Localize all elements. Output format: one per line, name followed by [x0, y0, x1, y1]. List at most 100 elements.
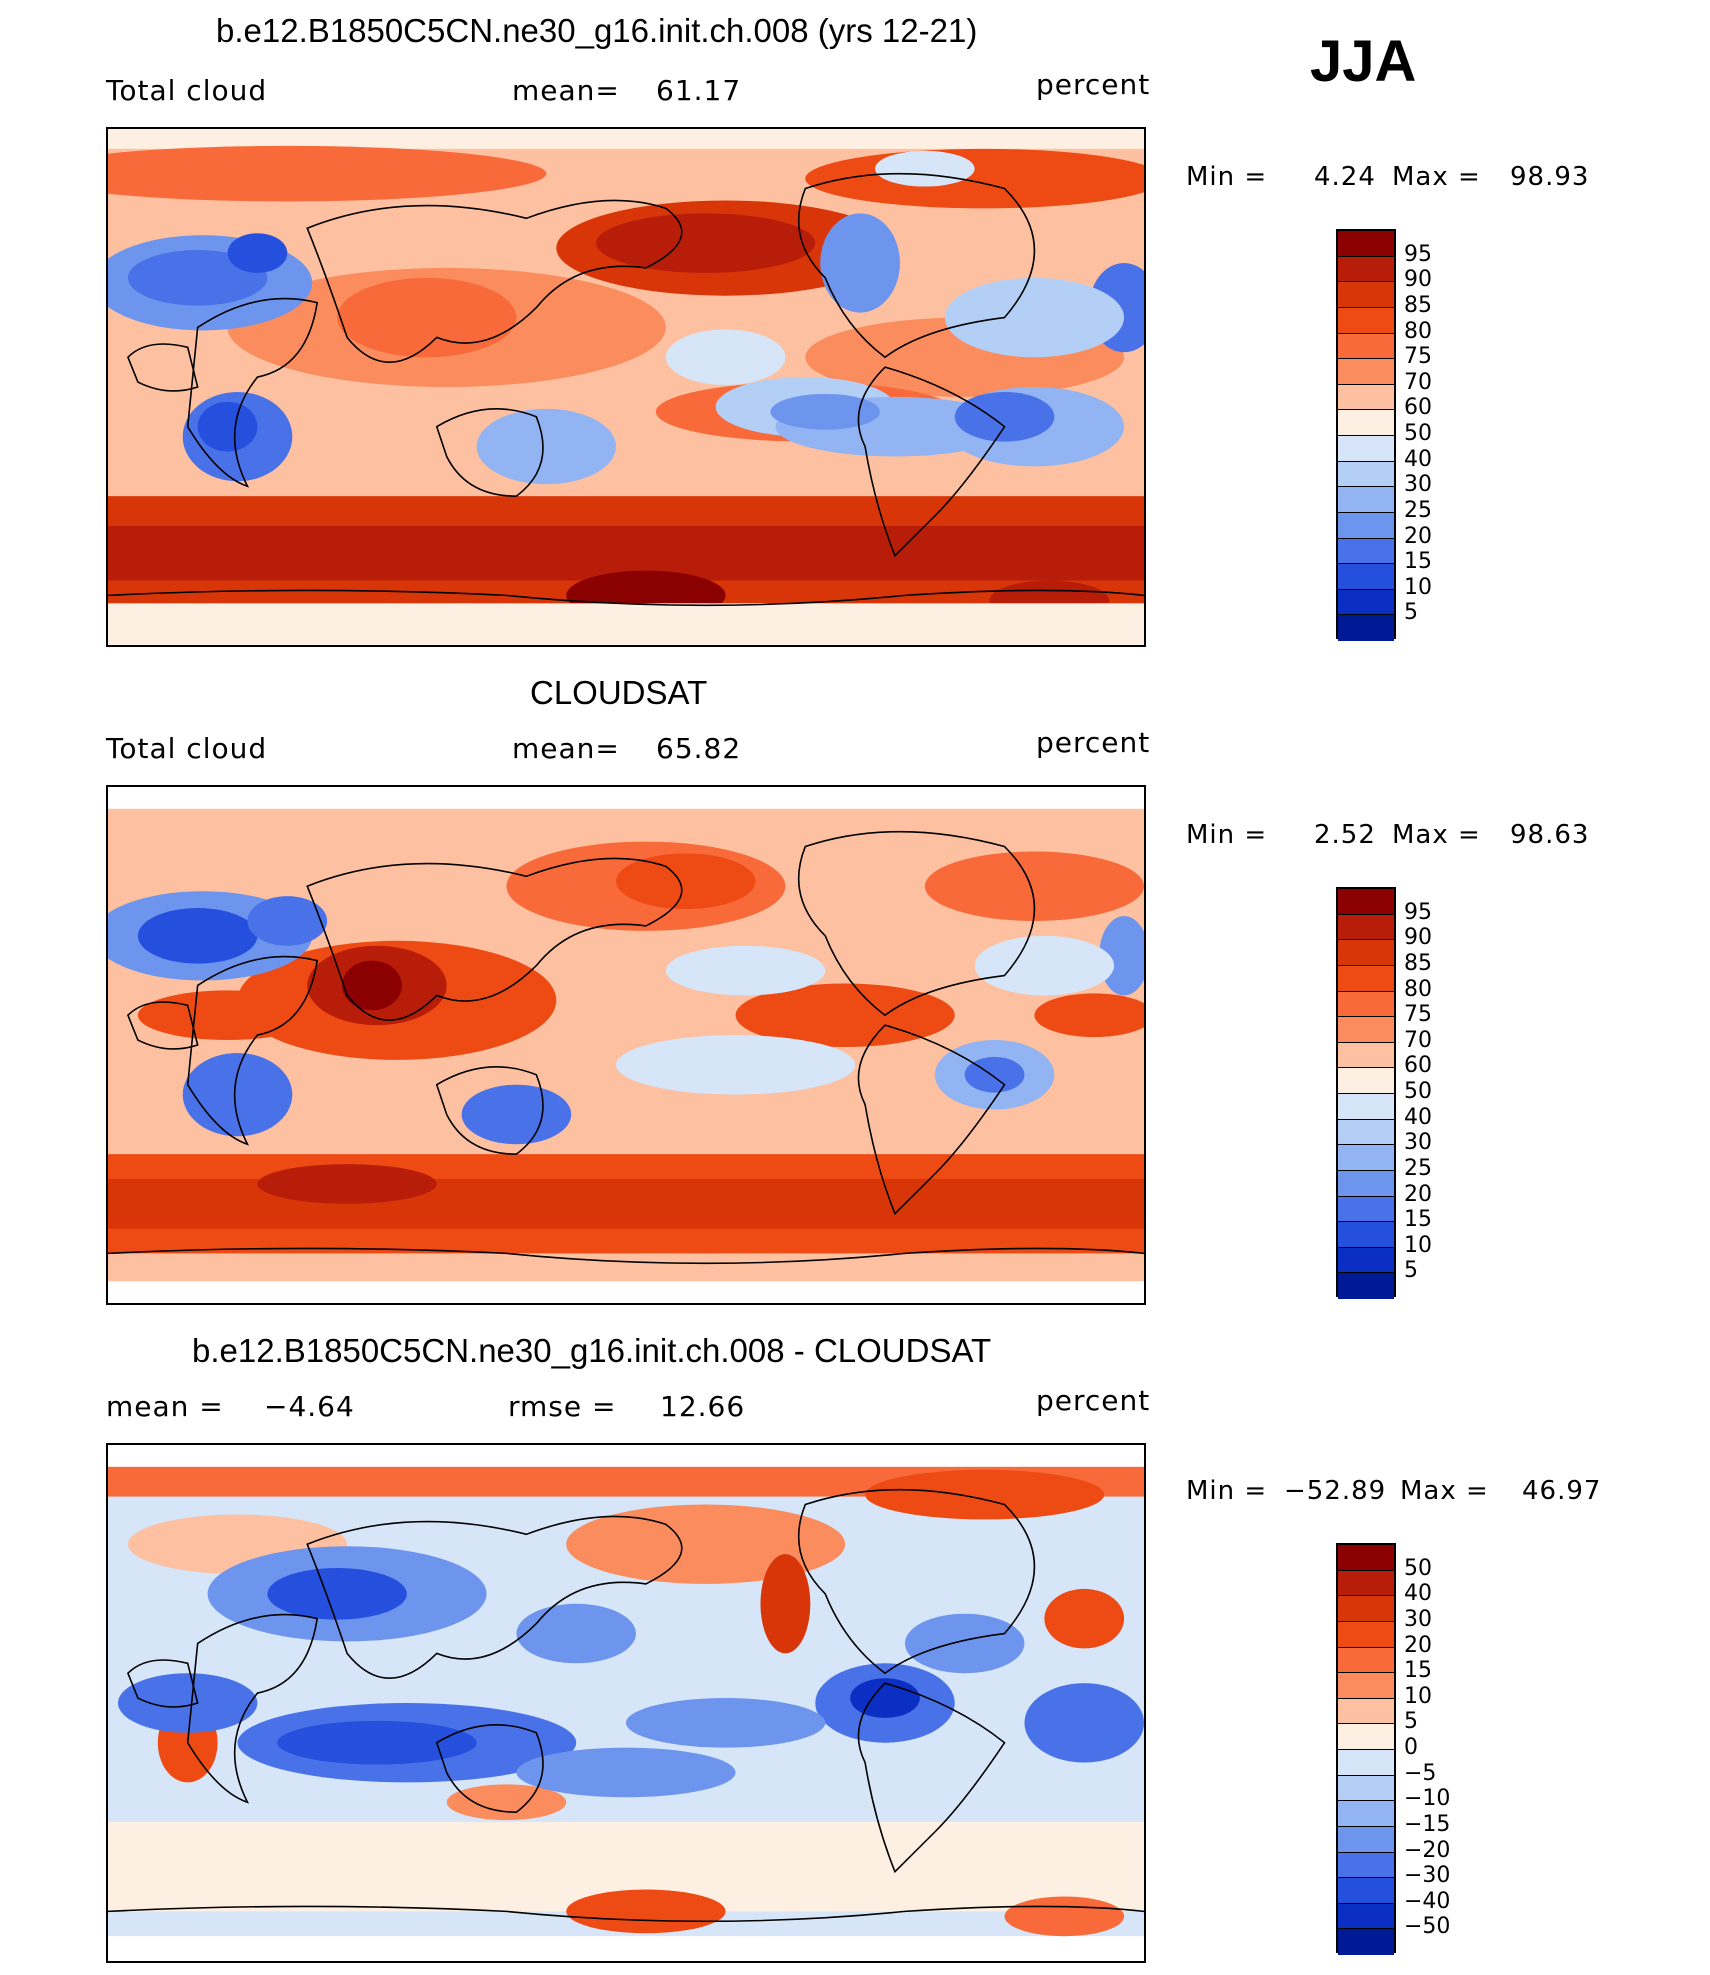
- panel-3-units: percent: [1036, 1384, 1151, 1417]
- colorbar-tick-label: 60: [1404, 1053, 1432, 1079]
- colorbar-swatch: [1338, 589, 1394, 616]
- colorbar-swatch: [1338, 1878, 1394, 1904]
- panel-2-colorbar: [1336, 887, 1396, 1299]
- colorbar-swatch: [1338, 359, 1394, 385]
- colorbar-tick-label: 75: [1404, 1002, 1432, 1028]
- colorbar-tick-label: 10: [1404, 1683, 1432, 1709]
- colorbar-swatch: [1338, 1698, 1394, 1725]
- colorbar-tick-label: 5: [1404, 1709, 1418, 1735]
- colorbar-swatch: [1338, 991, 1394, 1018]
- colorbar-tick-label: 5: [1404, 1258, 1418, 1284]
- colorbar-tick-label: 30: [1404, 472, 1432, 498]
- colorbar-tick-label: 75: [1404, 344, 1432, 370]
- panel-3-map-field: [108, 1445, 1144, 1961]
- panel-2-min-value: 2.52: [1314, 820, 1376, 850]
- panel-1-mean-label: mean=: [512, 74, 620, 107]
- panel-3-max-label: Max =: [1400, 1476, 1489, 1506]
- colorbar-swatch: [1338, 512, 1394, 539]
- colorbar-swatch: [1338, 1273, 1394, 1299]
- colorbar-swatch: [1338, 1750, 1394, 1776]
- colorbar-swatch: [1338, 282, 1394, 308]
- panel-1-min-label: Min =: [1186, 162, 1268, 192]
- colorbar-swatch: [1338, 410, 1394, 436]
- panel-3-colorbar: [1336, 1543, 1396, 1955]
- panel-2-map: [106, 785, 1146, 1305]
- colorbar-swatch: [1338, 1673, 1394, 1699]
- colorbar-tick-label: −50: [1404, 1914, 1451, 1940]
- colorbar-swatch: [1338, 256, 1394, 283]
- panel-1-max-value: 98.93: [1510, 162, 1590, 192]
- colorbar-swatch: [1338, 231, 1394, 257]
- colorbar-tick-label: 10: [1404, 1232, 1432, 1258]
- colorbar-swatch: [1338, 1042, 1394, 1069]
- colorbar-tick-label: 10: [1404, 574, 1432, 600]
- colorbar-tick-label: −5: [1404, 1760, 1437, 1786]
- panel-2-title: CLOUDSAT: [530, 674, 708, 711]
- panel-1-mean-value: 61.17: [656, 74, 742, 107]
- colorbar-swatch: [1338, 538, 1394, 565]
- panel-2-variable-label: Total cloud: [106, 732, 268, 765]
- colorbar-tick-label: 80: [1404, 976, 1432, 1002]
- colorbar-tick-label: 40: [1404, 1104, 1432, 1130]
- colorbar-swatch: [1338, 1196, 1394, 1223]
- colorbar-swatch: [1338, 1596, 1394, 1622]
- colorbar-swatch: [1338, 1222, 1394, 1248]
- colorbar-tick-label: 15: [1404, 1658, 1432, 1684]
- panel-3-rmse-label: rmse =: [508, 1390, 617, 1423]
- colorbar-tick-label: −10: [1404, 1786, 1451, 1812]
- colorbar-tick-label: 25: [1404, 497, 1432, 523]
- panel-2-mean-value: 65.82: [656, 732, 742, 765]
- colorbar-swatch: [1338, 461, 1394, 488]
- colorbar-swatch: [1338, 384, 1394, 411]
- panel-3-max-value: 46.97: [1522, 1476, 1602, 1506]
- colorbar-swatch: [1338, 889, 1394, 915]
- colorbar-swatch: [1338, 1170, 1394, 1197]
- colorbar-tick-label: 20: [1404, 1181, 1432, 1207]
- panel-1-title: b.e12.B1850C5CN.ne30_g16.init.ch.008 (yr…: [216, 12, 978, 49]
- colorbar-swatch: [1338, 615, 1394, 641]
- colorbar-tick-label: 40: [1404, 1581, 1432, 1607]
- panel-3-min-value: −52.89: [1284, 1476, 1387, 1506]
- colorbar-swatch: [1338, 1801, 1394, 1827]
- panel-1-units: percent: [1036, 68, 1151, 101]
- colorbar-tick-label: 90: [1404, 267, 1432, 293]
- colorbar-swatch: [1338, 436, 1394, 462]
- colorbar-tick-label: 30: [1404, 1606, 1432, 1632]
- colorbar-tick-label: 50: [1404, 1555, 1432, 1581]
- panel-2-map-field: [108, 787, 1144, 1303]
- colorbar-tick-label: 60: [1404, 395, 1432, 421]
- colorbar-swatch: [1338, 487, 1394, 513]
- colorbar-tick-label: 5: [1404, 600, 1418, 626]
- colorbar-swatch: [1338, 940, 1394, 966]
- panel-3-mean-value: −4.64: [264, 1390, 355, 1423]
- panel-3-title: b.e12.B1850C5CN.ne30_g16.init.ch.008 - C…: [192, 1332, 992, 1369]
- panel-1-max-label: Max =: [1392, 162, 1481, 192]
- colorbar-swatch: [1338, 965, 1394, 992]
- panel-3-mean-label: mean =: [106, 1390, 224, 1423]
- colorbar-tick-label: 85: [1404, 950, 1432, 976]
- colorbar-swatch: [1338, 1017, 1394, 1043]
- colorbar-swatch: [1338, 1852, 1394, 1879]
- colorbar-swatch: [1338, 1621, 1394, 1648]
- colorbar-tick-label: 30: [1404, 1130, 1432, 1156]
- panel-2-max-label: Max =: [1392, 820, 1481, 850]
- panel-2-min-label: Min =: [1186, 820, 1268, 850]
- colorbar-tick-label: −15: [1404, 1811, 1451, 1837]
- colorbar-swatch: [1338, 1068, 1394, 1094]
- colorbar-tick-label: 15: [1404, 1207, 1432, 1233]
- colorbar-tick-label: 20: [1404, 523, 1432, 549]
- panel-2-max-value: 98.63: [1510, 820, 1590, 850]
- colorbar-tick-label: 25: [1404, 1155, 1432, 1181]
- panel-1-map-field: [108, 129, 1144, 645]
- colorbar-tick-label: 50: [1404, 1079, 1432, 1104]
- panel-3-rmse-value: 12.66: [660, 1390, 746, 1423]
- panel-1-variable-label: Total cloud: [106, 74, 268, 107]
- colorbar-swatch: [1338, 1570, 1394, 1597]
- colorbar-tick-label: 95: [1404, 899, 1432, 925]
- panel-3-min-label: Min =: [1186, 1476, 1268, 1506]
- colorbar-tick-label: 80: [1404, 318, 1432, 344]
- panel-1-map: [106, 127, 1146, 647]
- colorbar-tick-label: 40: [1404, 446, 1432, 472]
- colorbar-swatch: [1338, 914, 1394, 941]
- colorbar-swatch: [1338, 1119, 1394, 1146]
